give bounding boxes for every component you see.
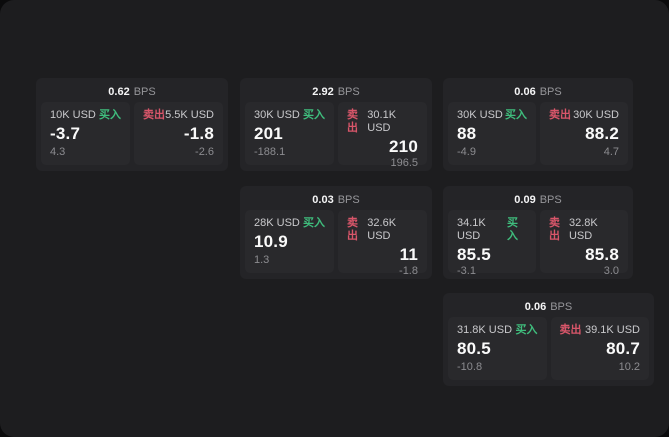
buy-price: 201 [254,124,283,143]
buy-notional: 34.1K USD [457,217,486,242]
sell-label: 卖出 [347,109,358,134]
sell-sub-value: 3.0 [603,265,619,277]
spread-card: 0.03 BPS 28K USD 买入 10.9 1.3 卖出 32.6K US… [240,186,432,279]
sell-sub-value: 4.7 [603,146,619,158]
buy-sub-value: -188.1 [254,146,286,158]
buy-quote-tile[interactable]: 10K USD 买入 -3.7 4.3 [41,102,130,165]
buy-sub-value: -3.1 [457,265,476,277]
sell-price: 88.2 [585,124,619,143]
sell-price: 210 [389,137,418,156]
buy-price: 88 [457,124,477,143]
sell-price: 85.8 [585,245,619,264]
buy-notional: 28K USD [254,217,300,229]
buy-label: 买入 [505,109,527,121]
buy-label: 买入 [507,217,519,242]
sell-price: -1.8 [183,124,214,143]
buy-label: 买入 [303,217,325,229]
sell-quote-tile[interactable]: 卖出 5.5K USD -1.8 -2.6 [134,102,223,165]
spread-bps-value: 0.06 [514,86,536,98]
buy-label: 买入 [515,324,538,336]
buy-price: 80.5 [457,339,491,358]
quote-panels: 31.8K USD 买入 80.5 -10.8 卖出 39.1K USD 80.… [448,317,649,380]
spread-header: 0.62 BPS [41,82,223,102]
buy-price: 85.5 [457,245,491,264]
sell-notional: 30.1K USD [367,109,397,134]
buy-sub-value: -10.8 [457,361,483,373]
spread-header: 0.03 BPS [245,190,427,210]
sell-label: 卖出 [143,109,165,121]
sell-quote-tile[interactable]: 卖出 32.6K USD 11 -1.8 [338,210,427,277]
sell-label: 卖出 [347,217,358,242]
spread-bps-value: 0.62 [108,86,130,98]
spread-bps-unit: BPS [539,86,562,98]
quote-panels: 34.1K USD 买入 85.5 -3.1 卖出 32.8K USD 85.8… [448,210,628,277]
quote-panels: 30K USD 买入 88 -4.9 卖出 30K USD 88.2 4.7 [448,102,628,165]
sell-notional: 32.8K USD [568,217,598,242]
spread-card: 2.92 BPS 30K USD 买入 201 -188.1 卖出 30.1K … [240,78,432,171]
spread-bps-unit: BPS [337,86,360,98]
buy-label: 买入 [99,109,121,121]
sell-sub-value: 10.2 [618,361,640,373]
spread-bps-unit: BPS [133,86,156,98]
spread-bps-value: 2.92 [312,86,334,98]
quote-panels: 10K USD 买入 -3.7 4.3 卖出 5.5K USD -1.8 -2.… [41,102,223,165]
sell-label: 卖出 [559,324,582,336]
sell-price: 80.7 [606,339,640,358]
sell-sub-value: -2.6 [195,146,214,158]
spread-bps-unit: BPS [337,194,360,206]
buy-notional: 10K USD [50,109,96,121]
spread-card: 0.06 BPS 30K USD 买入 88 -4.9 卖出 30K USD 8… [443,78,633,171]
buy-notional: 30K USD [457,109,503,121]
buy-price: -3.7 [50,124,81,143]
spread-header: 2.92 BPS [245,82,427,102]
sell-sub-value: -1.8 [399,265,418,277]
spread-header: 0.06 BPS [448,297,649,317]
spread-bps-value: 0.06 [524,301,547,313]
sell-notional: 32.6K USD [367,217,397,242]
quote-panels: 30K USD 买入 201 -188.1 卖出 30.1K USD 210 1… [245,102,427,169]
spread-header: 0.09 BPS [448,190,628,210]
buy-quote-tile[interactable]: 31.8K USD 买入 80.5 -10.8 [448,317,547,380]
buy-notional: 31.8K USD [457,324,513,336]
spread-bps-unit: BPS [550,301,573,313]
buy-quote-tile[interactable]: 30K USD 买入 88 -4.9 [448,102,536,165]
sell-notional: 30K USD [573,109,619,121]
sell-notional: 5.5K USD [165,109,214,121]
spread-header: 0.06 BPS [448,82,628,102]
buy-label: 买入 [303,109,325,121]
quote-panels: 28K USD 买入 10.9 1.3 卖出 32.6K USD 11 -1.8 [245,210,427,277]
sell-quote-tile[interactable]: 卖出 39.1K USD 80.7 10.2 [550,317,649,380]
sell-price: 11 [399,245,418,264]
spread-card: 0.62 BPS 10K USD 买入 -3.7 4.3 卖出 5.5K USD… [36,78,228,171]
spread-bps-value: 0.03 [312,194,334,206]
buy-quote-tile[interactable]: 28K USD 买入 10.9 1.3 [245,210,334,273]
spread-bps-unit: BPS [539,194,562,206]
buy-quote-tile[interactable]: 30K USD 买入 201 -188.1 [245,102,334,165]
buy-sub-value: 1.3 [254,254,270,266]
buy-notional: 30K USD [254,109,300,121]
spread-bps-value: 0.09 [514,194,536,206]
sell-quote-tile[interactable]: 卖出 32.8K USD 85.8 3.0 [540,210,628,277]
buy-price: 10.9 [254,232,288,251]
sell-label: 卖出 [549,217,560,242]
buy-sub-value: 4.3 [50,146,66,158]
sell-quote-tile[interactable]: 卖出 30K USD 88.2 4.7 [540,102,628,165]
sell-quote-tile[interactable]: 卖出 30.1K USD 210 196.5 [338,102,427,169]
spread-card: 0.06 BPS 31.8K USD 买入 80.5 -10.8 卖出 39.1… [443,293,654,386]
buy-sub-value: -4.9 [457,146,476,158]
buy-quote-tile[interactable]: 34.1K USD 买入 85.5 -3.1 [448,210,536,277]
sell-label: 卖出 [549,109,571,121]
spread-card: 0.09 BPS 34.1K USD 买入 85.5 -3.1 卖出 32.8K… [443,186,633,279]
sell-notional: 39.1K USD [584,324,640,336]
sell-sub-value: 196.5 [390,157,418,169]
